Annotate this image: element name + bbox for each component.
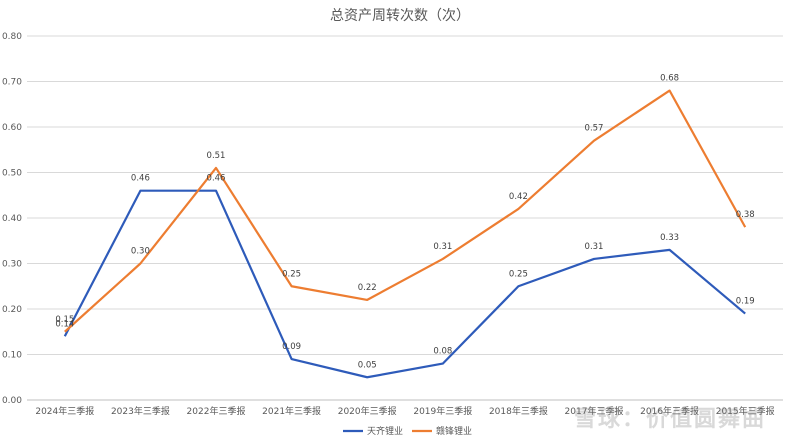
data-label: 0.46 <box>131 174 150 184</box>
data-label: 0.15 <box>55 315 74 325</box>
x-tick-label: 2017年三季报 <box>565 405 624 417</box>
gridlines <box>27 35 783 401</box>
y-tick-label: 0.70 <box>2 78 22 88</box>
y-tick-label: 0.50 <box>2 169 22 179</box>
data-label: 0.14 <box>55 319 74 329</box>
y-tick-label: 0.30 <box>2 260 22 270</box>
y-tick-label: 0.00 <box>2 396 22 406</box>
series-line-1 <box>64 89 747 333</box>
data-label: 0.42 <box>509 192 528 202</box>
data-label: 0.25 <box>509 269 528 279</box>
x-tick-label: 2016年三季报 <box>640 405 699 417</box>
data-label: 0.22 <box>358 283 377 293</box>
series-line-0 <box>63 189 746 379</box>
data-label: 0.05 <box>358 360 377 370</box>
y-tick-label: 0.60 <box>2 123 22 133</box>
data-label: 0.33 <box>660 233 679 243</box>
y-tick-label: 0.80 <box>2 32 22 42</box>
legend-label: 赣锋锂业 <box>436 425 472 437</box>
legend: 天齐锂业 赣锋锂业 <box>343 425 472 437</box>
data-label: 0.19 <box>736 297 755 307</box>
y-tick-label: 0.40 <box>2 214 22 224</box>
y-axis-ticks: 0.00 0.10 0.20 0.30 0.40 0.50 0.60 0.70 0.80 <box>2 32 22 406</box>
data-label: 0.51 <box>207 151 226 161</box>
x-tick-label: 2019年三季报 <box>413 405 472 417</box>
series-lines <box>63 89 747 379</box>
data-label: 0.68 <box>660 74 679 84</box>
x-axis-ticks: 2024年三季报 2023年三季报 2022年三季报 2021年三季报 2020年三季报… <box>35 405 774 417</box>
data-label: 0.30 <box>131 247 150 257</box>
chart-title: 总资产周转次数（次） <box>330 8 470 24</box>
data-label: 0.46 <box>207 174 226 184</box>
x-tick-label: 2015年三季报 <box>716 405 775 417</box>
data-label: 0.57 <box>585 124 604 134</box>
data-label: 0.25 <box>282 269 301 279</box>
y-tick-label: 0.10 <box>2 351 22 361</box>
data-label: 0.38 <box>736 210 755 220</box>
watermark: 雪球：价值圆舞曲 <box>573 407 766 432</box>
x-tick-label: 2020年三季报 <box>338 405 397 417</box>
data-labels: 0.14 0.46 0.46 0.09 0.05 0.08 0.25 0.31 0.33 0.19… <box>55 74 754 371</box>
data-label: 0.08 <box>433 347 452 357</box>
y-tick-label: 0.20 <box>2 305 22 315</box>
data-label: 0.09 <box>282 342 301 352</box>
data-label: 0.31 <box>585 242 604 252</box>
x-tick-label: 2024年三季报 <box>35 405 94 417</box>
legend-label: 天齐锂业 <box>367 425 403 437</box>
x-tick-label: 2018年三季报 <box>489 405 548 417</box>
x-tick-label: 2022年三季报 <box>187 405 246 417</box>
data-label: 0.31 <box>433 242 452 252</box>
x-tick-label: 2023年三季报 <box>111 405 170 417</box>
x-tick-label: 2021年三季报 <box>262 405 321 417</box>
